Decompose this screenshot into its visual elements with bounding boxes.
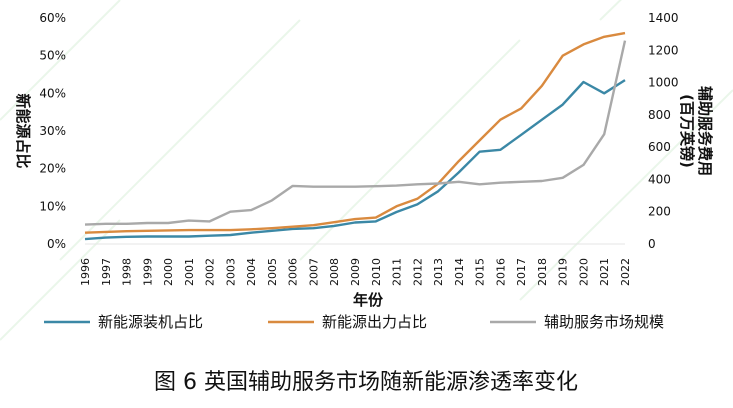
x-tick-label: 2009 (349, 258, 362, 286)
y-right-tick-label: 200 (648, 205, 671, 219)
x-tick-label: 2013 (432, 258, 445, 286)
y-right-tick-label: 800 (648, 108, 671, 122)
legend-label: 辅助服务市场规模 (544, 313, 664, 331)
x-tick-label: 1996 (79, 258, 92, 286)
y-axis-right-title-line1: 辅助服务费用 (696, 86, 714, 176)
x-axis-ticks: 1996 1997 1998 1999 2000 2001 2002 2003 2004 2005… (79, 258, 632, 286)
y-right-tick-label: 1400 (648, 11, 679, 25)
y-right-tick-label: 600 (648, 140, 671, 154)
y-left-tick-label: 0% (47, 237, 66, 251)
x-tick-label: 2015 (474, 258, 487, 286)
figure-caption: 图 6 英国辅助服务市场随新能源渗透率变化 (154, 370, 578, 395)
x-tick-label: 2000 (162, 258, 175, 286)
series-line-2 (84, 40, 627, 226)
y-right-tick-label: 400 (648, 172, 671, 186)
watermark (0, 0, 733, 341)
legend-label: 新能源出力占比 (322, 313, 427, 331)
y-left-tick-label: 40% (39, 86, 66, 100)
x-tick-label: 2001 (183, 258, 196, 286)
right-axis-ticks: 0 200 400 600 800 1000 1200 1400 (648, 11, 679, 251)
x-tick-label: 1998 (121, 258, 134, 286)
y-left-tick-label: 60% (39, 11, 66, 25)
x-tick-label: 2005 (266, 258, 279, 286)
x-tick-label: 2002 (204, 258, 217, 286)
x-tick-label: 1997 (100, 258, 113, 286)
x-tick-label: 2012 (411, 258, 424, 286)
x-tick-label: 2006 (287, 258, 300, 286)
series-lines (84, 31, 627, 241)
watermark-line (59, 19, 301, 261)
x-tick-label: 2016 (494, 258, 507, 286)
x-tick-label: 2011 (391, 258, 404, 286)
x-axis-title: 年份 (353, 291, 384, 309)
series-line-0 (84, 79, 626, 241)
x-tick-label: 2020 (577, 258, 590, 286)
y-left-tick-label: 30% (39, 124, 66, 138)
x-tick-label: 2007 (307, 258, 320, 286)
x-tick-label: 2021 (598, 258, 611, 286)
x-tick-label: 2003 (224, 258, 237, 286)
watermark-line (0, 0, 121, 121)
legend-label: 新能源装机占比 (98, 313, 203, 331)
x-tick-label: 2019 (557, 258, 570, 286)
x-tick-label: 2008 (328, 258, 341, 286)
y-left-tick-label: 50% (39, 49, 66, 63)
x-tick-label: 1999 (141, 258, 154, 286)
legend: 新能源装机占比 新能源出力占比 辅助服务市场规模 (44, 313, 664, 331)
watermark-line (299, 39, 521, 261)
y-right-tick-label: 0 (648, 237, 656, 251)
watermark-line (519, 89, 733, 301)
x-tick-label: 2017 (515, 258, 528, 286)
y-right-tick-label: 1000 (648, 76, 679, 90)
y-right-tick-label: 1200 (648, 43, 679, 57)
y-left-tick-label: 20% (39, 162, 66, 176)
left-axis-ticks: 0% 10% 20% 30% 40% 50% 60% (39, 11, 66, 251)
x-tick-label: 2004 (245, 258, 258, 286)
x-tick-label: 2010 (370, 258, 383, 286)
x-tick-label: 2022 (619, 258, 632, 286)
series-line-1 (84, 31, 626, 234)
y-left-tick-label: 10% (39, 199, 66, 213)
y-axis-left-title: 新能源占比 (14, 93, 32, 168)
watermark-line (0, 219, 121, 341)
x-tick-label: 2018 (536, 258, 549, 286)
y-axis-right-title-line2: (百万英镑) (678, 94, 696, 168)
x-tick-label: 2014 (453, 258, 466, 286)
